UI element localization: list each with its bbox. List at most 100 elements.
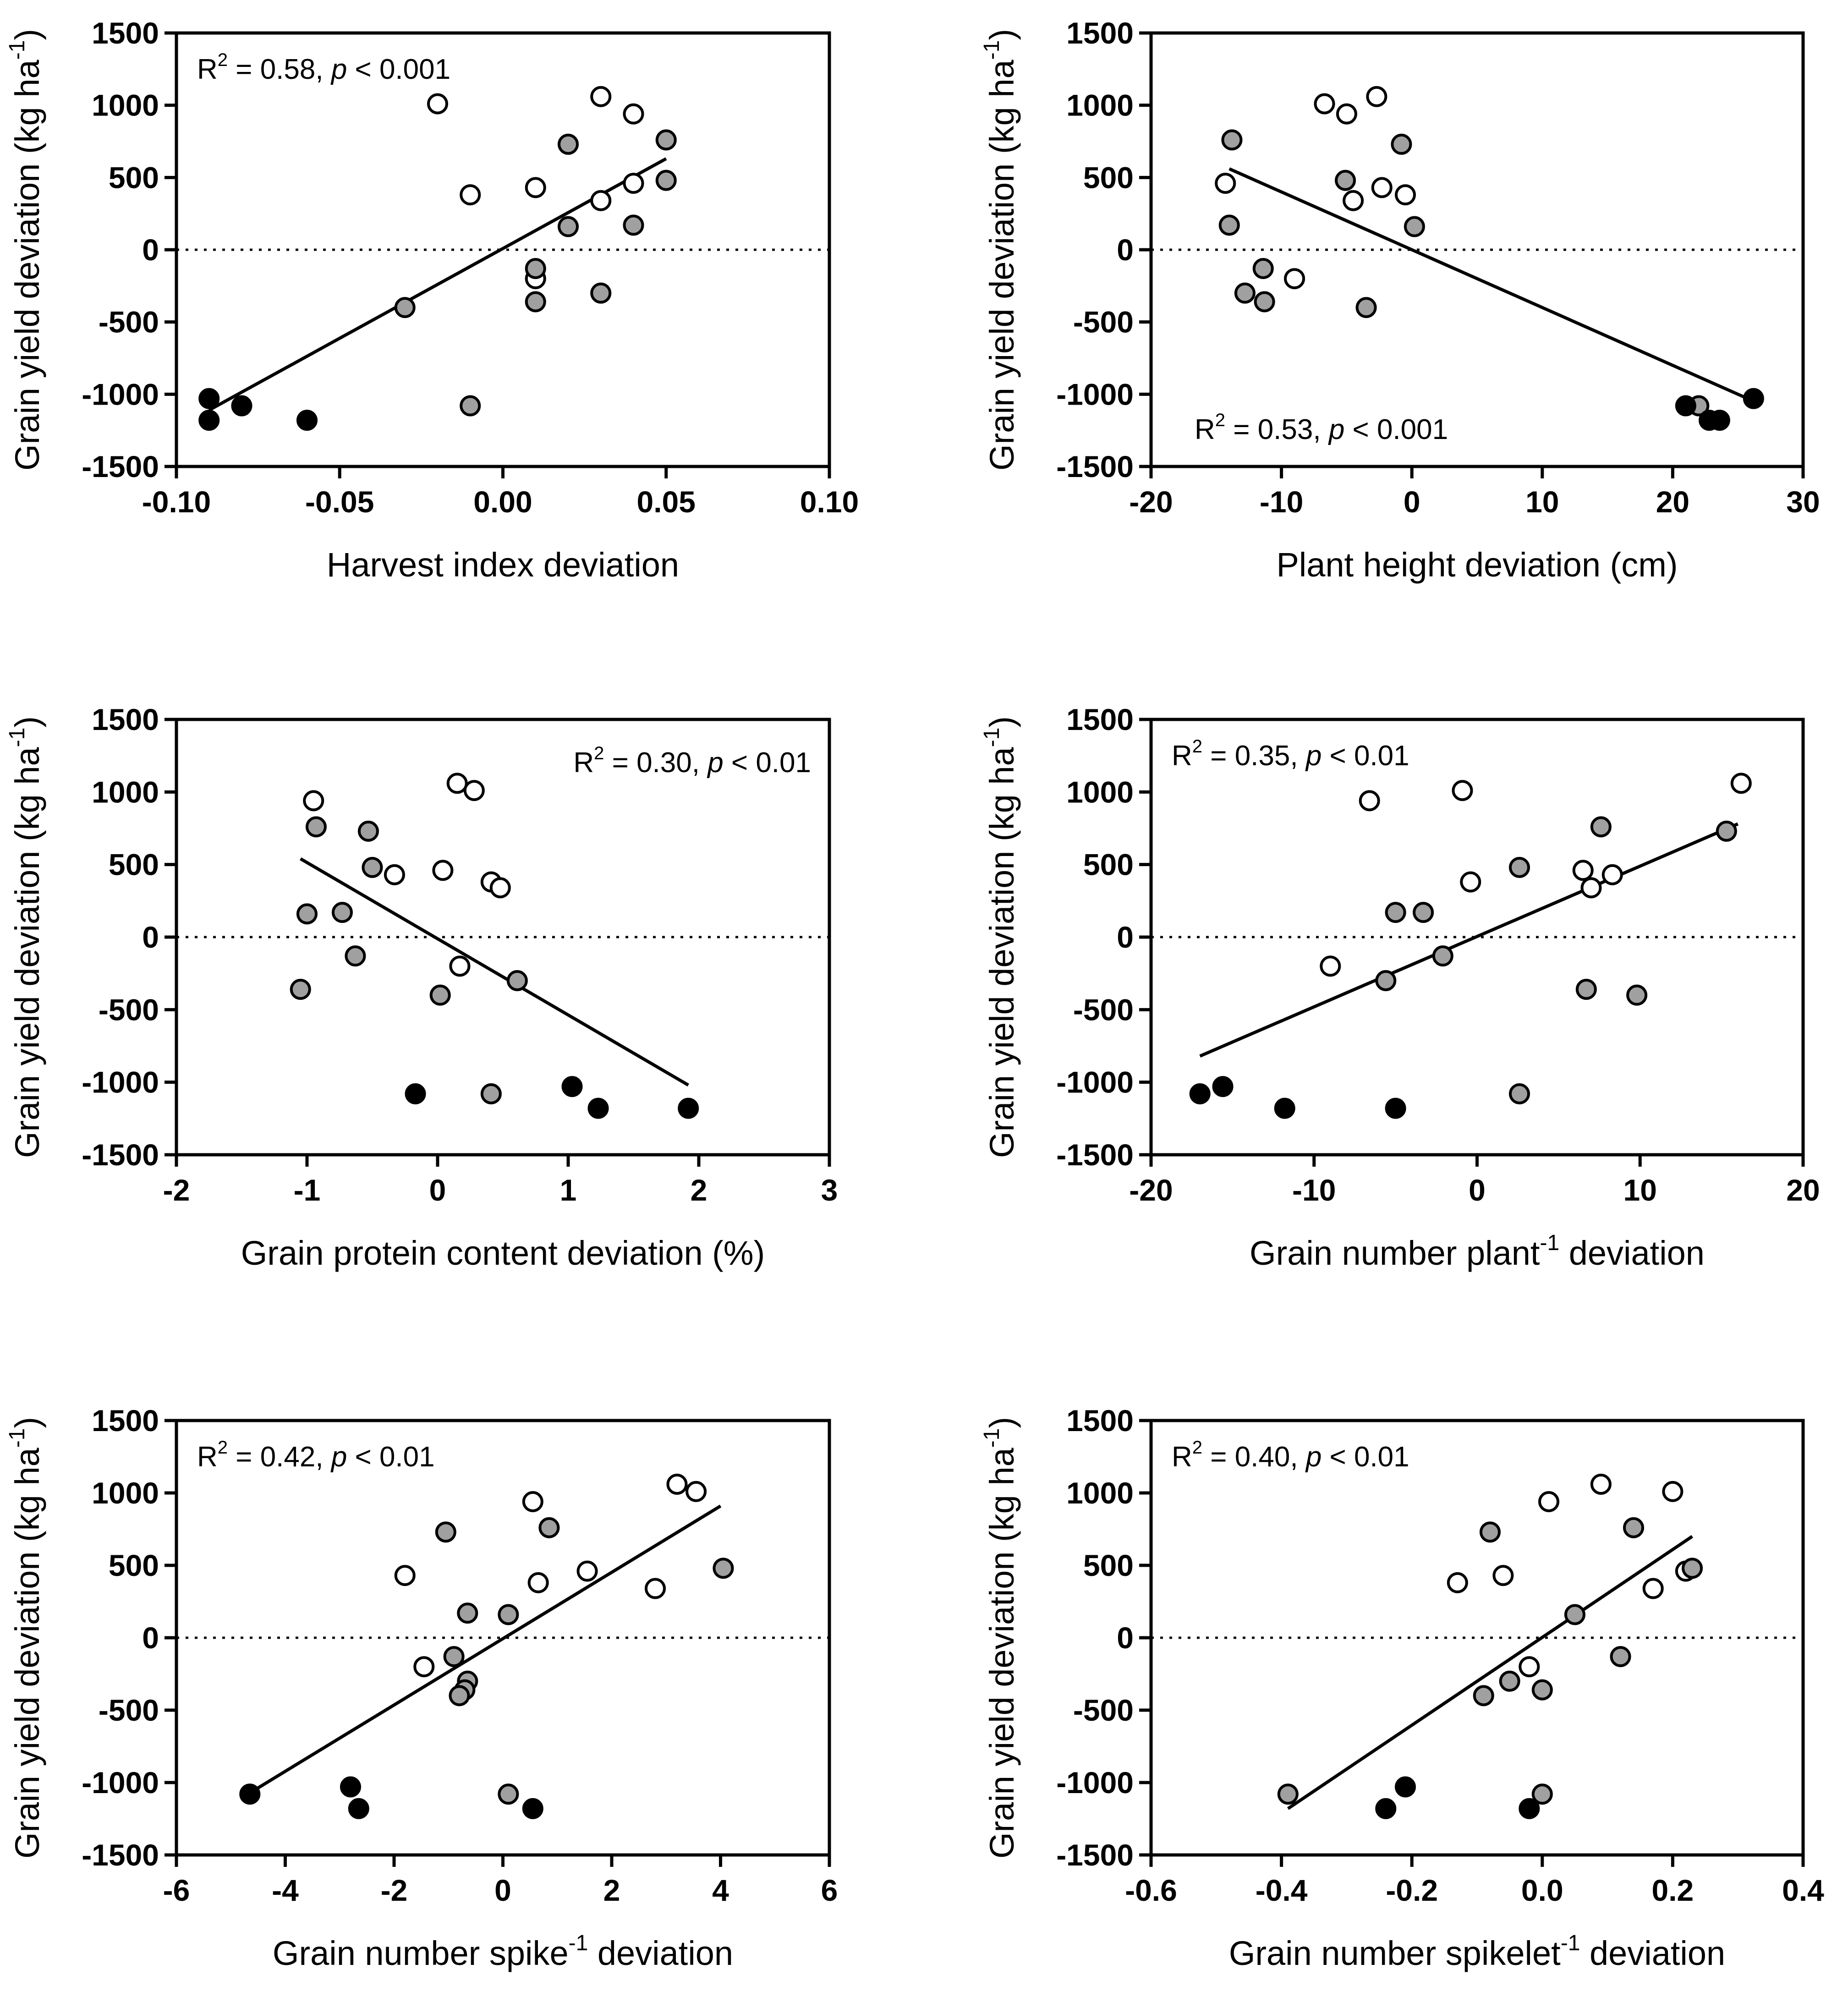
- data-point-open: [576, 1560, 598, 1582]
- x-axis-label: Harvest index deviation: [327, 546, 679, 584]
- data-point-grey: [429, 984, 451, 1006]
- y-axis-label-tail: ): [983, 716, 1021, 728]
- data-point-open: [1642, 1578, 1664, 1599]
- data-point-black: [198, 410, 220, 431]
- p-value: < 0.001: [1344, 414, 1448, 445]
- data-point-grey: [1234, 282, 1256, 304]
- y-tick-label: -1000: [82, 1065, 159, 1099]
- data-point-open: [685, 1481, 707, 1502]
- data-point-grey: [1716, 820, 1737, 842]
- superscript: -1: [1561, 1931, 1580, 1955]
- x-tick-label: 0.4: [1782, 1873, 1824, 1907]
- data-point-open: [1343, 190, 1364, 211]
- x-axis-label: Grain number spikelet-1 deviation: [1229, 1931, 1725, 1972]
- data-point-open: [1730, 773, 1752, 794]
- data-point-grey: [1623, 1517, 1645, 1538]
- x-axis-label-tail: deviation: [1580, 1934, 1725, 1972]
- y-tick-label: -500: [1073, 305, 1134, 339]
- data-point-grey: [435, 1521, 456, 1543]
- x-tick-label: 0: [429, 1173, 446, 1207]
- data-point-open: [522, 1491, 543, 1512]
- x-tick-label: 10: [1623, 1173, 1657, 1207]
- data-point-open: [1572, 860, 1594, 881]
- p-value: < 0.01: [347, 1441, 434, 1473]
- data-point-grey: [525, 291, 546, 313]
- plot-frame: [1149, 31, 1805, 468]
- data-point-grey: [1590, 816, 1612, 838]
- r-squared-value: = 0.58,: [228, 54, 331, 85]
- data-point-open: [623, 103, 644, 125]
- data-point-open: [1394, 184, 1416, 206]
- superscript: 2: [1215, 410, 1225, 430]
- superscript: -1: [5, 728, 29, 747]
- r-squared-value: = 0.40,: [1202, 1441, 1306, 1473]
- data-point-open: [525, 177, 546, 198]
- y-axis-label-tail: ): [983, 29, 1021, 40]
- p-symbol: p: [1328, 414, 1344, 445]
- x-tick-label: -6: [163, 1873, 190, 1907]
- superscript: 2: [218, 50, 228, 70]
- x-tick-label: 0: [494, 1873, 511, 1907]
- data-point-grey: [623, 214, 644, 236]
- y-tick-label: 0: [142, 920, 159, 954]
- data-point-grey: [1499, 1670, 1520, 1692]
- y-tick-label: 1500: [92, 1404, 159, 1437]
- p-value: < 0.01: [1322, 740, 1409, 772]
- superscript: 2: [1192, 1437, 1202, 1458]
- y-axis-label-tail: ): [8, 1417, 46, 1428]
- plot-frame: [175, 1419, 831, 1857]
- x-tick-label: 0: [1469, 1173, 1486, 1207]
- y-axis-label-text: Grain yield deviation (kg ha: [983, 59, 1021, 471]
- x-tick-label: 10: [1525, 485, 1559, 519]
- data-point-grey: [1508, 857, 1530, 878]
- p-value: < 0.01: [724, 747, 811, 779]
- x-tick-label: 2: [603, 1873, 620, 1907]
- y-tick-label: 1000: [1066, 775, 1134, 809]
- y-tick-label: -1000: [1056, 1766, 1134, 1799]
- data-point-grey: [655, 129, 677, 151]
- data-point-grey: [1575, 979, 1597, 1000]
- x-axis-label-text: Grain protein content deviation (%): [241, 1234, 765, 1272]
- data-point-grey: [443, 1646, 465, 1668]
- data-point-grey: [713, 1558, 734, 1579]
- data-point-black: [1675, 395, 1696, 417]
- data-point-open: [1359, 790, 1380, 812]
- y-axis-label-tail: ): [983, 1417, 1021, 1428]
- data-point-black: [1743, 388, 1764, 409]
- x-tick-label: -0.2: [1386, 1873, 1438, 1907]
- regression-line: [1228, 167, 1752, 402]
- data-point-grey: [394, 297, 416, 318]
- plot-frame: [1149, 1419, 1805, 1857]
- data-point-open: [1336, 103, 1357, 125]
- y-axis-label: Grain yield deviation (kg ha-1): [5, 29, 46, 471]
- data-point-grey: [1277, 1783, 1299, 1805]
- superscript: 2: [594, 743, 604, 763]
- data-point-grey: [1335, 170, 1356, 191]
- y-tick-label: -1500: [82, 450, 159, 483]
- x-tick-label: 2: [691, 1173, 707, 1207]
- x-tick-label: 0: [1404, 485, 1420, 519]
- data-point-grey: [1252, 258, 1274, 279]
- data-point-grey: [1413, 902, 1434, 923]
- y-tick-label: 0: [142, 233, 159, 267]
- y-tick-label: 1000: [1066, 88, 1134, 122]
- r-squared-symbol: R: [573, 747, 594, 779]
- x-axis-label: Grain number plant-1 deviation: [1250, 1231, 1705, 1272]
- p-value: < 0.01: [1322, 1441, 1409, 1473]
- data-point-grey: [498, 1783, 519, 1805]
- data-point-grey: [1404, 216, 1425, 237]
- plot-frame: [175, 718, 831, 1157]
- r-squared-annotation: R2 = 0.30, p < 0.01: [573, 743, 811, 779]
- y-axis-label-text: Grain yield deviation (kg ha: [983, 746, 1021, 1158]
- data-point-black: [1375, 1798, 1397, 1819]
- y-tick-label: 0: [1117, 1621, 1134, 1655]
- data-point-grey: [296, 903, 318, 925]
- data-point-grey: [345, 945, 366, 967]
- x-axis-label: Grain protein content deviation (%): [241, 1234, 765, 1272]
- r-squared-annotation: R2 = 0.58, p < 0.001: [197, 50, 450, 85]
- y-tick-label: -500: [1073, 993, 1134, 1026]
- regression-line: [299, 857, 689, 1087]
- y-tick-label: -500: [99, 305, 159, 339]
- data-point-black: [1709, 410, 1730, 431]
